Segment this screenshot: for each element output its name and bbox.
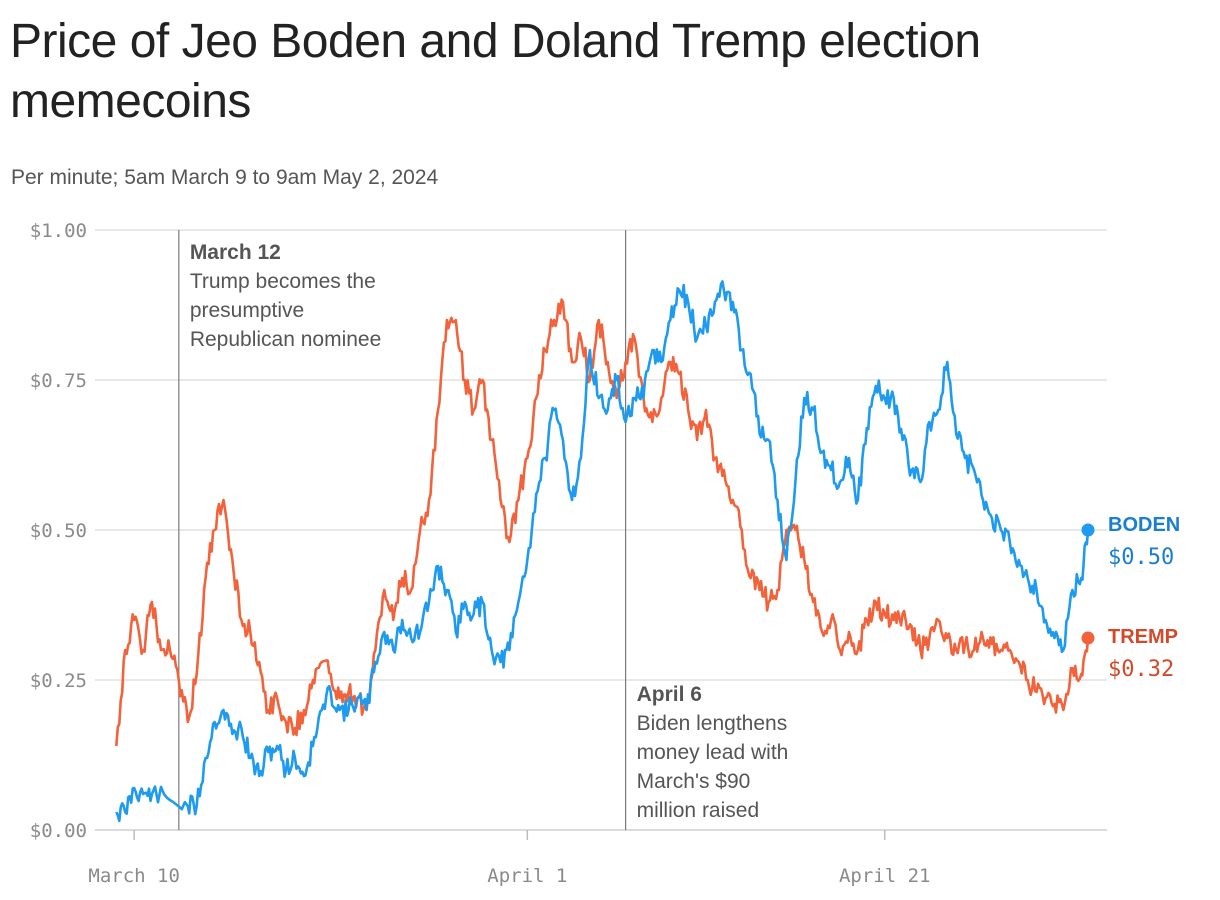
chart-subtitle: Per minute; 5am March 9 to 9am May 2, 20… (11, 166, 439, 189)
chart-title: Price of Jeo Boden and Doland Tremp elec… (10, 15, 981, 128)
series-value-label: $0.32 (1108, 657, 1174, 682)
end-point-tremp (1081, 631, 1095, 645)
series-lines (115, 280, 1090, 823)
series-line-tremp (115, 298, 1090, 747)
y-tick-label: $0.50 (30, 520, 87, 542)
annotations: March 12 Trump becomes the presumptive Repu… (178, 230, 789, 830)
x-tick-label: April 21 (839, 865, 931, 887)
annotation-text: Biden lengthens (637, 712, 788, 735)
annotation-text: Trump becomes the (190, 270, 376, 293)
annotation-text: money lead with (637, 741, 789, 764)
x-tick-label: March 10 (88, 865, 180, 887)
series-line-boden (115, 280, 1090, 823)
series-name-label: TREMP (1108, 626, 1178, 648)
series-value-label: $0.50 (1108, 545, 1174, 570)
annotation-text: million raised (637, 799, 760, 822)
end-point-boden (1081, 523, 1095, 537)
annotation-text: presumptive (190, 299, 304, 322)
y-tick-label: $1.00 (30, 220, 87, 242)
annotation-text: March's $90 (637, 770, 751, 793)
y-tick-label: $0.25 (30, 670, 87, 692)
annotation-text: Republican nominee (190, 328, 381, 351)
axes: $0.00 $0.25 $0.50 $0.75 $1.00 March 10 April 1… (30, 220, 931, 887)
y-tick-label: $0.00 (30, 820, 87, 842)
end-labels: TREMP $0.32 BODEN $0.50 (1081, 514, 1180, 682)
y-tick-label: $0.75 (30, 370, 87, 392)
annotation-heading: March 12 (190, 241, 281, 264)
annotation-heading: April 6 (637, 683, 702, 706)
series-name-label: BODEN (1108, 514, 1180, 536)
x-tick-label: April 1 (487, 865, 567, 887)
